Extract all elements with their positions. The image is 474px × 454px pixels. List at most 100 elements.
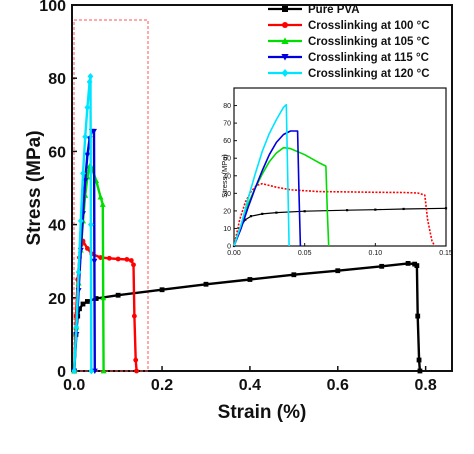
legend-label-crosslinking-at-115-c: Crosslinking at 115 °C — [308, 52, 429, 64]
data-point-crosslinking-at-100-c — [131, 313, 137, 319]
inset-y-axis-title: Stress (MPa) — [220, 154, 229, 198]
data-point-crosslinking-at-100-c — [131, 262, 136, 268]
x-tick-label: 0.8 — [415, 377, 437, 394]
series-line-pure-pva — [73, 262, 422, 372]
data-point-crosslinking-at-100-c — [98, 255, 103, 260]
data-point-crosslinking-at-100-c — [115, 256, 121, 262]
data-point-pure-pva — [203, 281, 209, 287]
data-point-crosslinking-at-120-c — [86, 78, 93, 86]
data-point-crosslinking-at-120-c — [88, 367, 95, 375]
data-point-pure-pva — [335, 268, 341, 274]
inset-y-tick-label: 80 — [223, 103, 231, 110]
inset-series-group — [232, 103, 448, 248]
data-point-crosslinking-at-120-c — [82, 133, 89, 141]
inset-y-tick-label: 30 — [223, 191, 231, 198]
inset-data-point-pure-pva — [244, 218, 247, 221]
inset-x-tick-label: 0.15 — [439, 250, 453, 257]
inset-series-line-crosslinking-at-120-c — [233, 103, 290, 247]
legend-marker — [281, 37, 289, 44]
data-point-pure-pva — [416, 357, 422, 363]
data-point-pure-pva — [414, 263, 420, 268]
x-tick-label: 0.4 — [239, 377, 261, 394]
inset-chart: 0.00 0.05 0.10 0.15 0 10 20 30 40 50 60 70 80 Stress… — [220, 87, 453, 257]
inset-data-point-pure-pva — [275, 211, 278, 214]
data-point-crosslinking-at-100-c — [106, 255, 112, 261]
data-point-pure-pva — [115, 292, 121, 298]
inset-y-tick-label: 50 — [223, 156, 231, 163]
legend-marker — [282, 6, 288, 12]
y-tick-label: 20 — [48, 291, 66, 308]
data-point-pure-pva — [415, 313, 421, 319]
data-point-crosslinking-at-120-c — [73, 323, 80, 331]
data-point-crosslinking-at-100-c — [133, 357, 139, 363]
data-point-pure-pva — [291, 272, 297, 278]
data-point-crosslinking-at-105-c — [100, 368, 107, 374]
data-point-pure-pva — [93, 296, 99, 301]
inset-data-point-pure-pva — [303, 210, 306, 213]
y-tick-label: 100 — [39, 0, 66, 15]
inset-data-point-pure-pva — [249, 215, 253, 218]
legend-label-crosslinking-at-120-c: Crosslinking at 120 °C — [308, 68, 430, 80]
legend-marker — [281, 69, 289, 77]
inset-y-tick-label: 60 — [223, 138, 231, 145]
legend-label-crosslinking-at-100-c: Crosslinking at 100 °C — [308, 20, 430, 32]
data-point-crosslinking-at-115-c — [91, 368, 98, 374]
inset-x-tick-label: 0.05 — [298, 250, 312, 257]
inset-frame — [233, 87, 447, 247]
data-point-pure-pva — [84, 299, 90, 304]
inset-data-point-pure-pva — [374, 208, 377, 211]
data-point-crosslinking-at-105-c — [100, 294, 107, 301]
x-tick-label: 0.6 — [327, 377, 349, 394]
data-point-crosslinking-at-115-c — [91, 258, 98, 265]
inset-y-tick-label: 40 — [223, 173, 231, 180]
inset-series-line-crosslinking-at-115-c — [233, 130, 302, 247]
y-tick-label: 40 — [48, 218, 66, 235]
legend-label-pure-pva: Pure PVA — [308, 4, 360, 16]
legend-marker — [282, 22, 288, 28]
data-point-pure-pva — [80, 301, 86, 307]
x-tick-label: 0.0 — [63, 377, 85, 394]
data-point-crosslinking-at-120-c — [71, 367, 78, 375]
data-point-pure-pva — [77, 306, 82, 312]
data-point-crosslinking-at-120-c — [84, 104, 91, 111]
data-point-pure-pva — [405, 260, 411, 266]
inset-y-tick-label: 70 — [223, 121, 231, 128]
data-point-crosslinking-at-105-c — [97, 194, 104, 200]
main-plot-frame — [71, 4, 453, 372]
data-point-pure-pva — [417, 368, 423, 374]
inset-y-tick-label: 0 — [227, 244, 231, 251]
x-axis-title: Strain (%) — [218, 402, 307, 423]
y-tick-label: 0 — [57, 364, 66, 381]
data-point-crosslinking-at-105-c — [99, 201, 106, 207]
data-point-crosslinking-at-115-c — [84, 152, 91, 159]
main-series-group — [71, 72, 423, 375]
data-point-crosslinking-at-120-c — [77, 217, 84, 225]
y-tick-label: 60 — [48, 144, 66, 161]
data-point-crosslinking-at-100-c — [84, 245, 90, 251]
data-point-crosslinking-at-100-c — [124, 256, 130, 262]
data-point-pure-pva — [379, 263, 385, 269]
legend: Pure PVA Crosslinking at 100 °C Crosslinki… — [268, 4, 430, 80]
y-axis-title: Stress (MPa) — [24, 130, 45, 245]
inset-y-tick-label: 20 — [223, 208, 231, 215]
inset-y-tick-label: 10 — [223, 226, 231, 233]
inset-data-point-pure-pva — [402, 207, 405, 211]
inset-x-tick-label: 0.00 — [227, 250, 241, 257]
data-point-crosslinking-at-120-c — [80, 169, 86, 177]
inset-data-point-pure-pva — [345, 209, 349, 212]
data-point-crosslinking-at-100-c — [134, 368, 139, 374]
data-point-crosslinking-at-100-c — [128, 258, 134, 263]
inset-series-line-crosslinking-at-105-c — [233, 146, 330, 247]
data-point-crosslinking-at-120-c — [87, 72, 94, 80]
inset-data-point-pure-pva — [261, 212, 264, 215]
zoom-region-box — [73, 19, 149, 372]
inset-data-point-pure-pva — [444, 207, 448, 210]
data-point-pure-pva — [247, 277, 253, 282]
data-point-crosslinking-at-120-c — [87, 221, 94, 228]
legend-label-crosslinking-at-105-c: Crosslinking at 105 °C — [308, 36, 430, 48]
legend-marker — [281, 54, 289, 61]
x-tick-label: 0.2 — [151, 377, 173, 394]
data-point-crosslinking-at-115-c — [90, 128, 97, 135]
data-point-crosslinking-at-120-c — [75, 268, 82, 276]
